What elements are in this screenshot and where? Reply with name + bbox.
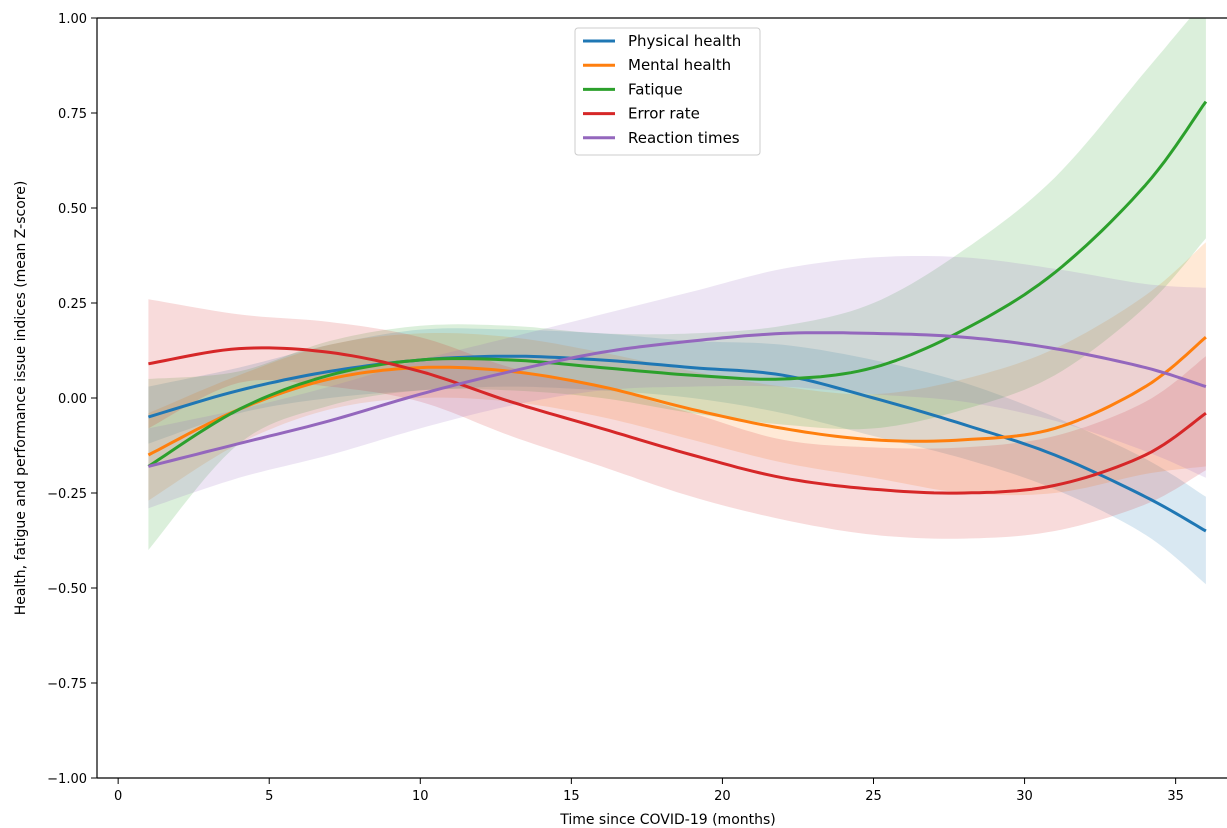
line-reaction-times: [148, 331, 1207, 468]
x-tick-label: 25: [865, 789, 882, 804]
x-tick-label: 30: [1016, 789, 1033, 804]
x-tick-label: 10: [412, 789, 429, 804]
band-error-rate: [148, 299, 1206, 539]
y-tick-label: −0.50: [47, 582, 87, 597]
line-mental-health: [147, 336, 1207, 457]
line-error-rate: [148, 346, 1207, 495]
confidence-bands: [148, 18, 1206, 585]
series-lines: [147, 100, 1208, 533]
legend-box: [574, 27, 761, 156]
y-tick-label: 0.25: [58, 297, 87, 312]
legend-label-error-rate: Error rate: [628, 105, 700, 123]
y-tick-label: 0.50: [58, 202, 87, 217]
band-mental-health: [148, 242, 1206, 501]
x-tick-label: 15: [563, 789, 580, 804]
x-axis-label: Time since COVID-19 (months): [559, 812, 776, 828]
y-axis-label: Health, fatigue and performance issue in…: [13, 181, 29, 616]
x-tick-label: 0: [114, 789, 122, 804]
x-tick-label: 5: [265, 789, 273, 804]
x-tick-label: 20: [714, 789, 731, 804]
legend-label-fatique: Fatique: [628, 80, 683, 98]
legend-label-physical-health: Physical health: [628, 32, 741, 50]
legend: Physical health Mental health Fatique Error…: [574, 27, 761, 156]
y-tick-label: 1.00: [58, 12, 87, 27]
axes: 0 5 10 15 20 25 30 35 −1.00 −0.75 −0.50 −0.25 0.00 0.…: [47, 12, 1227, 804]
line-fatique: [147, 100, 1208, 468]
legend-label-mental-health: Mental health: [628, 56, 731, 74]
y-tick-label: −0.25: [47, 487, 87, 502]
x-tick-label: 35: [1167, 789, 1184, 804]
legend-label-reaction-times: Reaction times: [628, 129, 740, 147]
band-physical-health: [148, 328, 1206, 585]
y-tick-label: −1.00: [47, 772, 87, 787]
y-tick-label: 0.00: [58, 392, 87, 407]
y-tick-label: −0.75: [47, 677, 87, 692]
band-reaction-times: [148, 256, 1206, 509]
line-physical-health: [147, 354, 1207, 533]
y-tick-label: 0.75: [58, 107, 87, 122]
band-fatique: [148, 18, 1206, 550]
